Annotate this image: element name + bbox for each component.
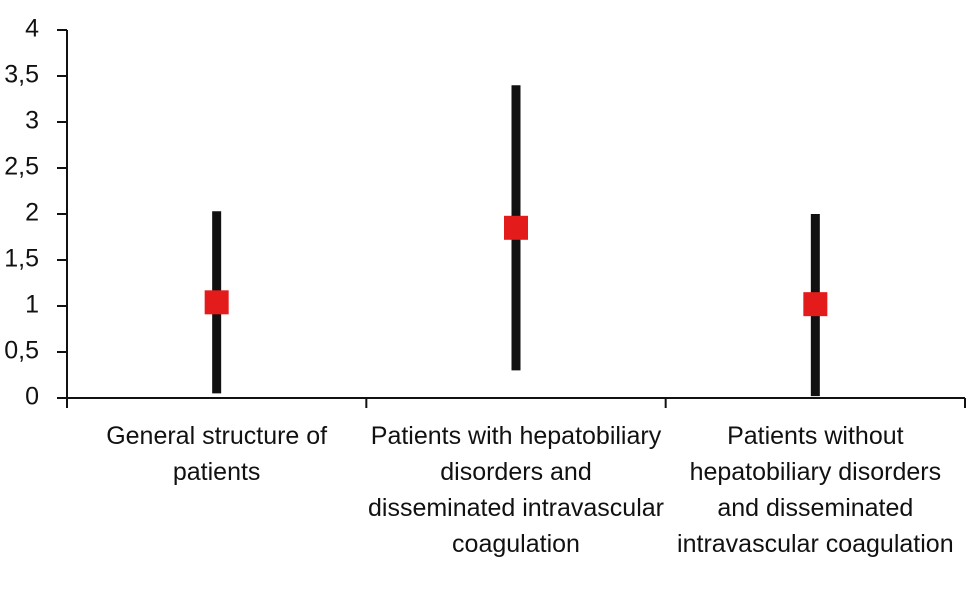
- y-tick-label: 3: [25, 107, 39, 135]
- y-tick-label: 0: [25, 383, 39, 411]
- y-tick-label: 2: [25, 199, 39, 227]
- y-tick-label: 1: [25, 291, 39, 319]
- y-tick-label: 0,5: [4, 337, 39, 365]
- x-tick-label: General structure of patients: [106, 422, 328, 486]
- point: [803, 292, 828, 317]
- x-tick-label: Patients with hepatobiliary disorders an…: [368, 422, 664, 558]
- y-tick-label: 4: [25, 15, 39, 43]
- x-tick-label: Patients without hepatobiliary disorders…: [677, 422, 954, 558]
- y-tick-label: 1,5: [4, 245, 39, 273]
- y-tick-label: 2,5: [4, 153, 39, 181]
- point: [204, 290, 229, 315]
- point: [504, 215, 528, 240]
- y-tick-label: 3,5: [4, 61, 39, 89]
